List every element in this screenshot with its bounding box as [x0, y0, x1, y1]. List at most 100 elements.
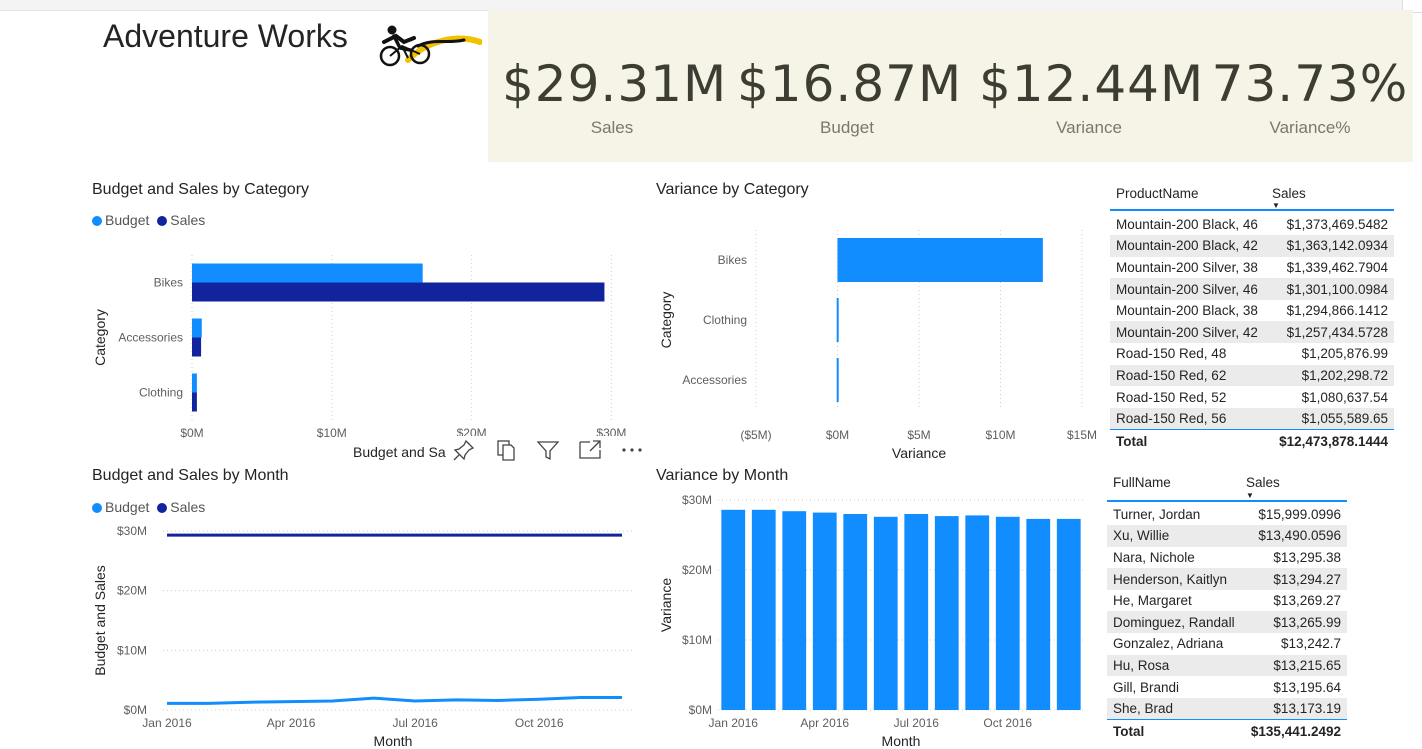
- bar-variance: [812, 512, 837, 710]
- column-header-sales[interactable]: Sales: [1246, 475, 1280, 490]
- table-cell-name: Henderson, Kaitlyn: [1107, 568, 1244, 590]
- table-total-row: Total $12,473,878.1444: [1110, 429, 1394, 453]
- visual-header-toolbar: [450, 436, 650, 464]
- chart-title-budget-sales-month: Budget and Sales by Month: [92, 467, 289, 484]
- table-cell-sales: $13,173.19: [1243, 697, 1347, 720]
- products-table[interactable]: ProductName Sales ▼ Mountain-200 Black, …: [1110, 183, 1394, 453]
- x-axis-title: Variance: [892, 445, 946, 461]
- table-row[interactable]: Xu, Willie $13,490.0596: [1107, 525, 1347, 547]
- pin-icon[interactable]: [450, 436, 478, 464]
- kpi-label: Sales: [590, 118, 634, 137]
- table-cell-sales: $13,215.65: [1243, 654, 1347, 677]
- y-tick-label: $20M: [117, 584, 147, 598]
- y-tick-label: Clothing: [139, 386, 183, 400]
- sort-descending-icon: ▼: [1246, 491, 1254, 500]
- x-axis-title: Month: [374, 733, 413, 749]
- bar-sales: [192, 282, 605, 302]
- table-row[interactable]: Dominguez, Randall $13,265.99: [1107, 611, 1347, 634]
- legend-sales-dot: [157, 216, 168, 226]
- copy-icon[interactable]: [492, 436, 520, 464]
- bar-variance: [782, 511, 807, 710]
- bar-variance: [836, 358, 839, 402]
- table-cell-sales: $1,363,142.0934: [1269, 235, 1394, 257]
- table-cell-name: Mountain-200 Black, 46: [1116, 216, 1258, 232]
- y-axis-title: Category: [658, 292, 674, 349]
- x-tick-label: Apr 2016: [267, 716, 316, 730]
- table-cell-sales: $1,373,469.5482: [1286, 216, 1388, 232]
- more-options-icon[interactable]: [618, 436, 646, 464]
- kpi-budget[interactable]: $16.87M Budget: [737, 54, 963, 138]
- table-cell-name: Road-150 Red, 62: [1110, 364, 1270, 387]
- x-tick-label: Jul 2016: [392, 716, 438, 730]
- x-tick-label: Jan 2016: [142, 716, 192, 730]
- chart-budget-sales-by-month[interactable]: $0M $10M $20M $30M Jan 2016 Apr 2016 Jul 2016 O…: [86, 518, 646, 749]
- table-row[interactable]: Hu, Rosa $13,215.65: [1107, 654, 1347, 677]
- legend-budget-sales-category[interactable]: Budget Sales: [92, 212, 205, 228]
- kpi-value: $16.87M: [737, 55, 963, 113]
- kpi-value: $29.31M: [502, 55, 728, 113]
- bar-variance: [1026, 518, 1051, 710]
- kpi-variance[interactable]: $12.44M Variance: [979, 54, 1203, 138]
- table-row[interactable]: Turner, Jordan $15,999.0996: [1107, 504, 1347, 526]
- filter-icon[interactable]: [534, 436, 562, 464]
- kpi-variance-pct[interactable]: 73.73% Variance%: [1200, 54, 1420, 138]
- table-row[interactable]: She, Brad $13,173.19: [1107, 697, 1347, 720]
- x-tick-label: $5M: [907, 428, 930, 442]
- column-header-sales[interactable]: Sales: [1272, 186, 1306, 201]
- chart-budget-sales-by-category[interactable]: $0M $10M $20M $30MBikesAccessoriesClothingC…: [86, 235, 646, 465]
- y-axis-title: Category: [92, 309, 108, 366]
- column-header-productname[interactable]: ProductName: [1116, 186, 1199, 201]
- table-cell-sales: $1,080,637.54: [1301, 389, 1388, 405]
- table-row[interactable]: Henderson, Kaitlyn $13,294.27: [1107, 568, 1347, 590]
- cyclist-logo-icon: [379, 25, 482, 67]
- table-row[interactable]: He, Margaret $13,269.27: [1107, 590, 1347, 612]
- report-title: Adventure Works: [103, 18, 348, 54]
- column-header-fullname[interactable]: FullName: [1113, 475, 1171, 490]
- table-cell-name: Mountain-200 Black, 42: [1110, 235, 1270, 257]
- y-tick-label: $20M: [682, 563, 712, 577]
- chart-title-budget-sales-category: Budget and Sales by Category: [92, 181, 310, 198]
- chart-variance-by-category[interactable]: ($5M) $0M $5M $10M $15M Bikes Clothing Accessor…: [652, 225, 1102, 465]
- table-cell-name: Mountain-200 Silver, 46: [1110, 278, 1270, 300]
- chart-variance-by-month[interactable]: $0M $10M $20M $30M Jan 2016 Apr 2016 Jul 2016 O…: [652, 488, 1102, 749]
- table-cell-sales: $1,205,876.99: [1301, 346, 1388, 362]
- table-total-row: Total $135,441.2492: [1107, 719, 1347, 743]
- table-cell-name: Nara, Nichole: [1113, 549, 1195, 565]
- table-row[interactable]: Road-150 Red, 62 $1,202,298.72: [1110, 364, 1394, 387]
- kpi-sales[interactable]: $29.31M Sales: [502, 54, 728, 138]
- table-row[interactable]: Mountain-200 Black, 46 $1,373,469.5482: [1110, 214, 1394, 236]
- y-axis-title: Budget and Sales: [92, 565, 108, 676]
- x-tick-label: Oct 2016: [515, 716, 564, 730]
- bar-budget: [192, 318, 202, 338]
- table-cell-sales: $1,257,434.5728: [1269, 321, 1394, 344]
- table-row[interactable]: Road-150 Red, 56 $1,055,589.65: [1110, 407, 1394, 430]
- table-row[interactable]: Mountain-200 Silver, 46 $1,301,100.0984: [1110, 278, 1394, 300]
- bar-variance: [751, 509, 776, 710]
- table-cell-sales: $1,339,462.7904: [1286, 259, 1388, 275]
- table-row[interactable]: Road-150 Red, 52 $1,080,637.54: [1110, 386, 1394, 408]
- table-row[interactable]: Mountain-200 Silver, 38 $1,339,462.7904: [1110, 257, 1394, 279]
- table-cell-name: Road-150 Red, 48: [1116, 346, 1227, 362]
- table-row[interactable]: Nara, Nichole $13,295.38: [1107, 547, 1347, 569]
- table-row[interactable]: Mountain-200 Black, 38 $1,294,866.1412: [1110, 300, 1394, 322]
- y-tick-label: $0M: [689, 703, 712, 717]
- kpi-label: Budget: [820, 118, 874, 137]
- table-row[interactable]: Mountain-200 Black, 42 $1,363,142.0934: [1110, 235, 1394, 257]
- x-tick-label: $0M: [826, 428, 849, 442]
- bar-variance: [1056, 518, 1081, 710]
- table-row[interactable]: Mountain-200 Silver, 42 $1,257,434.5728: [1110, 321, 1394, 344]
- table-row[interactable]: Road-150 Red, 48 $1,205,876.99: [1110, 343, 1394, 365]
- customers-table[interactable]: FullName Sales ▼ Turner, Jordan $15,999.0…: [1107, 472, 1347, 743]
- table-cell-sales: $13,295.38: [1273, 549, 1341, 565]
- bar-variance: [934, 516, 959, 710]
- kpi-label: Variance%: [1269, 118, 1351, 137]
- table-row[interactable]: Gonzalez, Adriana $13,242.7: [1107, 633, 1347, 655]
- table-row[interactable]: Gill, Brandi $13,195.64: [1107, 676, 1347, 698]
- bar-variance: [837, 238, 1043, 282]
- table-cell-name: Mountain-200 Black, 38: [1116, 303, 1258, 319]
- bar-variance: [904, 514, 929, 710]
- y-tick-label: Bikes: [718, 253, 747, 267]
- legend-budget-sales-month[interactable]: Budget Sales: [92, 499, 205, 515]
- focus-mode-icon[interactable]: [576, 436, 604, 464]
- x-tick-label: $15M: [1067, 428, 1097, 442]
